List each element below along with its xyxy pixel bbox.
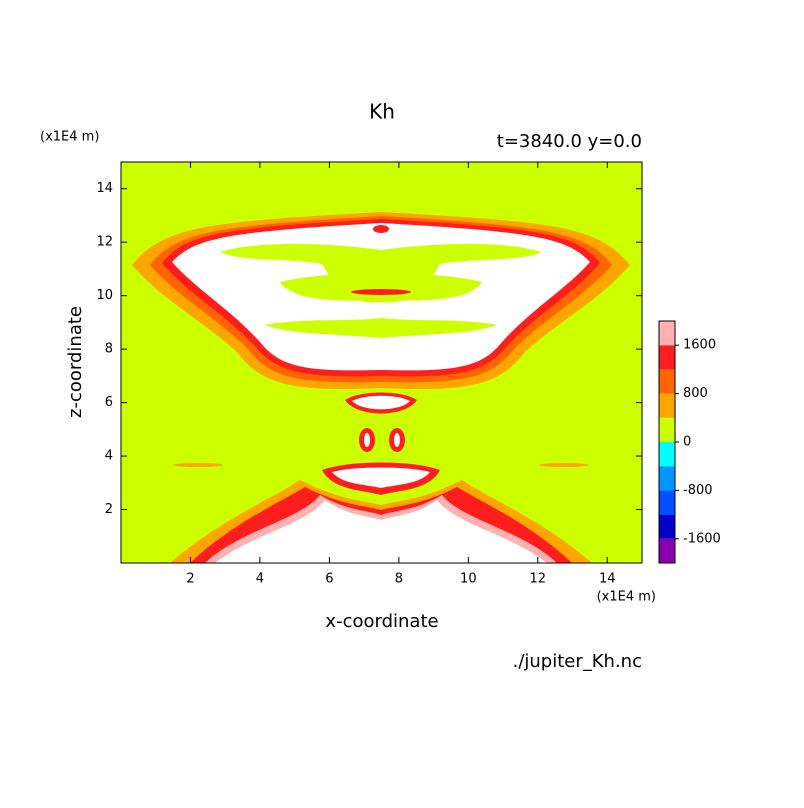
- colorbar-segment: [659, 490, 675, 515]
- colorbar-tick-label: 800: [683, 386, 708, 401]
- colorbar-segment: [659, 321, 675, 346]
- x-tick-label: 8: [395, 572, 403, 587]
- plot-frame: [120, 161, 643, 564]
- colorbar-tick-label: -1600: [683, 531, 721, 546]
- y-axis-label: z-coordinate: [65, 306, 86, 418]
- x-tick-label: 14: [599, 572, 616, 587]
- contour-region: [373, 225, 389, 233]
- contour-field: [121, 162, 642, 563]
- contour-region: [539, 463, 589, 467]
- y-tick-label: 2: [105, 502, 113, 517]
- chart-title: Kh: [369, 100, 395, 124]
- colorbar-segment: [659, 417, 675, 442]
- contour-region: [215, 500, 547, 563]
- contour-region: [394, 433, 400, 447]
- colorbar-segment: [659, 345, 675, 370]
- contour-region: [352, 395, 410, 410]
- colorbar-frame: [658, 320, 676, 564]
- x-unit: (x1E4 m): [597, 590, 656, 605]
- colorbar-segment: [659, 514, 675, 539]
- colorbar-tick-label: 1600: [683, 338, 716, 353]
- x-tick-label: 4: [256, 572, 264, 587]
- y-tick-label: 8: [105, 342, 113, 357]
- colorbar-segment: [659, 466, 675, 491]
- colorbar-segment: [659, 442, 675, 467]
- colorbar-segment: [659, 538, 675, 563]
- source-label: ./jupiter_Kh.nc: [513, 651, 642, 672]
- subtitle: t=3840.0 y=0.0: [497, 131, 642, 152]
- colorbar-segment: [659, 369, 675, 394]
- contour-region: [332, 467, 430, 488]
- contour-region: [364, 433, 370, 447]
- x-tick-label: 6: [325, 572, 333, 587]
- contour-region: [280, 273, 482, 301]
- contour-region: [351, 289, 411, 295]
- x-axis-label: x-coordinate: [325, 611, 438, 632]
- x-tick-label: 12: [530, 572, 547, 587]
- colorbar-segment: [659, 393, 675, 418]
- y-tick-label: 10: [96, 288, 113, 303]
- y-tick-label: 4: [105, 449, 113, 464]
- colorbar-tick-label: 0: [683, 435, 691, 450]
- contour-region: [173, 463, 223, 467]
- x-tick-label: 2: [186, 572, 194, 587]
- y-tick-label: 12: [96, 235, 113, 250]
- y-tick-label: 14: [96, 181, 113, 196]
- contour-region: [265, 318, 497, 338]
- colorbar-tick-label: -800: [683, 483, 713, 498]
- y-unit: (x1E4 m): [40, 130, 99, 145]
- y-tick-label: 6: [105, 395, 113, 410]
- x-tick-label: 10: [460, 572, 477, 587]
